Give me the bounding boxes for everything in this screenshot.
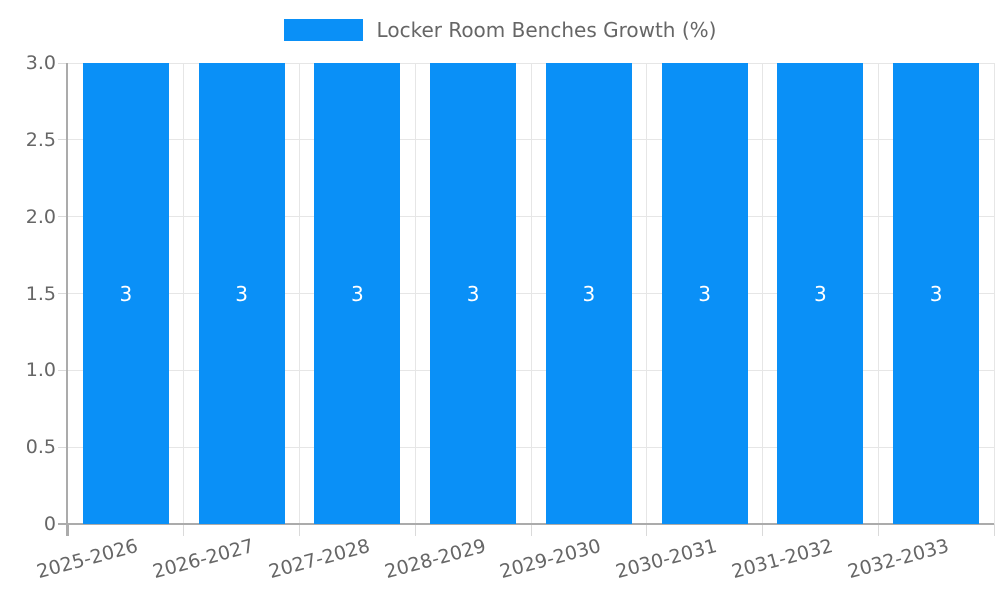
bar-value-label: 3 [351, 281, 364, 306]
gridline-vertical [183, 63, 185, 524]
y-tick-label: 1.5 [25, 282, 56, 305]
bar[interactable]: 3 [893, 63, 980, 524]
gridline-vertical [530, 63, 532, 524]
gridline-vertical [646, 63, 648, 524]
y-tick-label: 0.5 [25, 436, 56, 459]
y-axis-tick [58, 293, 68, 294]
x-axis-tick [646, 524, 648, 536]
x-axis-line [58, 523, 994, 525]
x-axis-tick [67, 524, 69, 536]
gridline-vertical [877, 63, 879, 524]
x-axis-tick [877, 524, 879, 536]
bar-value-label: 3 [466, 281, 480, 306]
bar[interactable]: 3 [777, 63, 864, 524]
x-axis-tick [993, 524, 995, 536]
legend-swatch [283, 19, 363, 41]
y-axis-tick [58, 216, 68, 218]
x-axis-tick [762, 524, 763, 536]
x-tick-label: 2026-2027 [150, 535, 257, 584]
bar-value-label: 3 [698, 281, 711, 306]
x-tick-label: 2029-2030 [497, 535, 604, 584]
y-tick-label: 2.5 [25, 128, 56, 151]
gridline-vertical [299, 63, 300, 524]
y-axis-tick [58, 446, 68, 448]
y-tick-label: 0 [43, 513, 56, 535]
bar-value-label: 3 [929, 281, 943, 306]
x-axis-tick [183, 524, 185, 536]
bar-value-label: 3 [814, 281, 827, 306]
bar[interactable]: 3 [314, 63, 401, 524]
y-axis-tick [58, 139, 68, 141]
gridline-vertical [993, 63, 995, 524]
x-tick-label: 2030-2031 [613, 535, 720, 584]
bar-value-label: 3 [582, 281, 596, 306]
bar[interactable]: 3 [545, 63, 632, 524]
chart-legend[interactable]: Locker Room Benches Growth (%) [0, 18, 1000, 42]
bar[interactable]: 3 [661, 63, 748, 524]
y-axis-tick [58, 369, 68, 371]
x-axis-tick [299, 524, 300, 536]
y-axis-tick [58, 62, 68, 64]
bar[interactable]: 3 [198, 63, 285, 524]
bar-value-label: 3 [235, 281, 248, 306]
y-tick-label: 3.0 [25, 52, 56, 74]
x-tick-label: 2031-2032 [729, 535, 836, 584]
y-tick-label: 2.0 [25, 205, 56, 228]
x-tick-label: 2025-2026 [34, 535, 141, 584]
gridline-vertical [414, 63, 416, 524]
x-tick-label: 2027-2028 [266, 535, 373, 584]
gridline-vertical [762, 63, 763, 524]
legend-label: Locker Room Benches Growth (%) [376, 18, 717, 42]
x-tick-label: 2032-2033 [845, 535, 951, 584]
bar[interactable]: 3 [430, 63, 517, 524]
x-axis-tick [414, 524, 416, 536]
x-axis-tick [530, 524, 532, 536]
bar-value-label: 3 [119, 281, 133, 306]
x-tick-label: 2028-2029 [382, 535, 488, 584]
y-axis-line [66, 63, 68, 536]
bar[interactable]: 3 [82, 63, 169, 524]
y-tick-label: 1.0 [25, 359, 56, 382]
